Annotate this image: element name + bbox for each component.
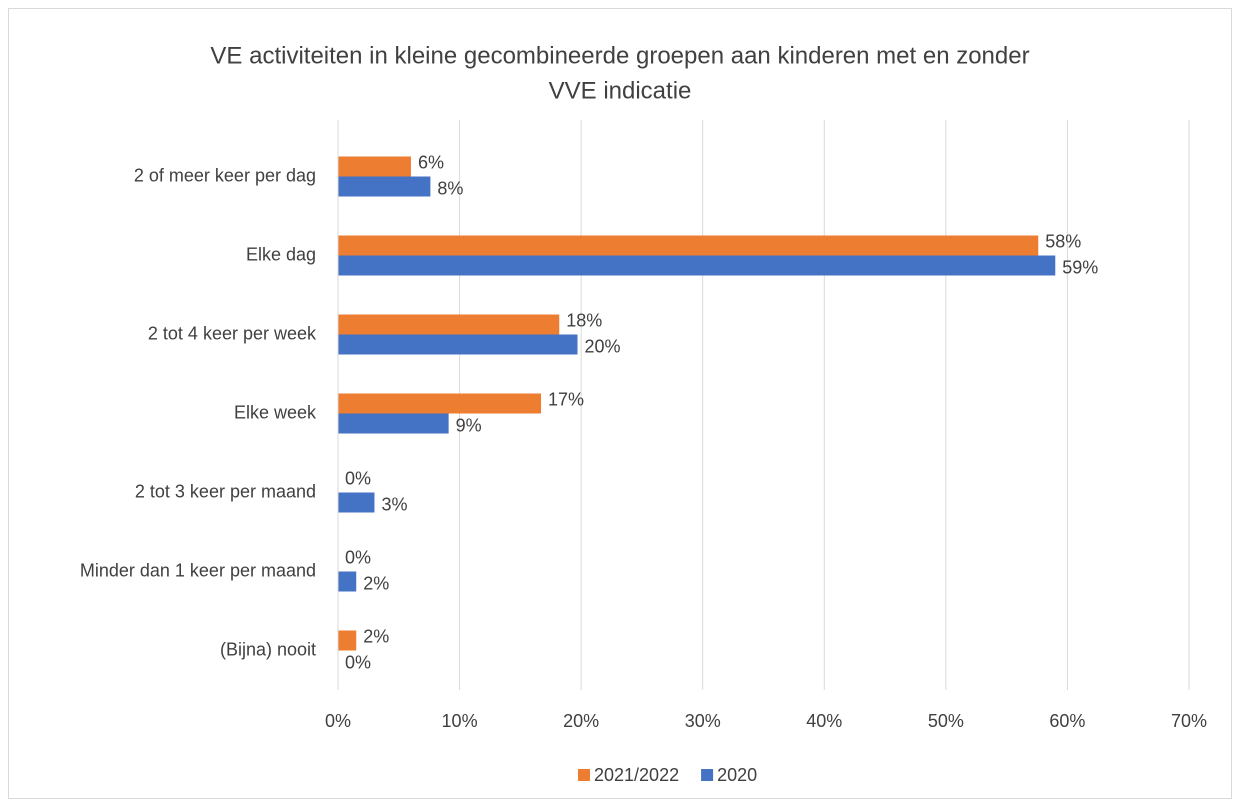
data-label: 20% bbox=[584, 336, 620, 356]
bar bbox=[338, 314, 560, 335]
x-tick-label: 0% bbox=[325, 711, 351, 731]
bar bbox=[338, 571, 357, 592]
bar bbox=[338, 492, 375, 513]
data-label: 0% bbox=[345, 547, 371, 567]
legend-swatch bbox=[578, 769, 590, 781]
y-tick-label: Elke week bbox=[234, 402, 317, 422]
x-tick-label: 60% bbox=[1049, 711, 1085, 731]
y-tick-label: 2 tot 4 keer per week bbox=[148, 323, 317, 343]
y-tick-label: 2 of meer keer per dag bbox=[134, 165, 316, 185]
data-label: 3% bbox=[381, 494, 407, 514]
data-label: 2% bbox=[363, 626, 389, 646]
data-label: 18% bbox=[566, 310, 602, 330]
legend-label: 2020 bbox=[717, 765, 757, 785]
data-label: 58% bbox=[1045, 231, 1081, 251]
legend-swatch bbox=[701, 769, 714, 781]
bar bbox=[338, 255, 1056, 276]
chart-border bbox=[8, 8, 1232, 799]
data-label: 0% bbox=[345, 652, 371, 672]
x-tick-label: 30% bbox=[685, 711, 721, 731]
bar bbox=[338, 393, 542, 414]
bar bbox=[338, 334, 578, 355]
bar bbox=[338, 630, 357, 651]
x-tick-label: 10% bbox=[442, 711, 478, 731]
bar bbox=[338, 176, 431, 197]
x-tick-label: 20% bbox=[563, 711, 599, 731]
y-tick-label: (Bijna) nooit bbox=[220, 639, 316, 659]
data-label: 6% bbox=[418, 152, 444, 172]
data-label: 59% bbox=[1062, 257, 1098, 277]
x-tick-label: 70% bbox=[1171, 711, 1207, 731]
data-label: 0% bbox=[345, 468, 371, 488]
y-tick-label: Minder dan 1 keer per maand bbox=[80, 560, 316, 580]
bar bbox=[338, 235, 1039, 256]
legend-label: 2021/2022 bbox=[594, 765, 679, 785]
bar bbox=[338, 413, 449, 434]
data-label: 9% bbox=[456, 415, 482, 435]
chart-title: VVE indicatie bbox=[549, 77, 692, 104]
y-tick-label: Elke dag bbox=[246, 244, 316, 264]
chart-title: VE activiteiten in kleine gecombineerde … bbox=[210, 42, 1029, 69]
data-label: 17% bbox=[548, 389, 584, 409]
x-tick-label: 50% bbox=[928, 711, 964, 731]
y-tick-label: 2 tot 3 keer per maand bbox=[135, 481, 316, 501]
data-label: 2% bbox=[363, 573, 389, 593]
data-label: 8% bbox=[437, 178, 463, 198]
x-tick-label: 40% bbox=[806, 711, 842, 731]
bar bbox=[338, 156, 411, 177]
